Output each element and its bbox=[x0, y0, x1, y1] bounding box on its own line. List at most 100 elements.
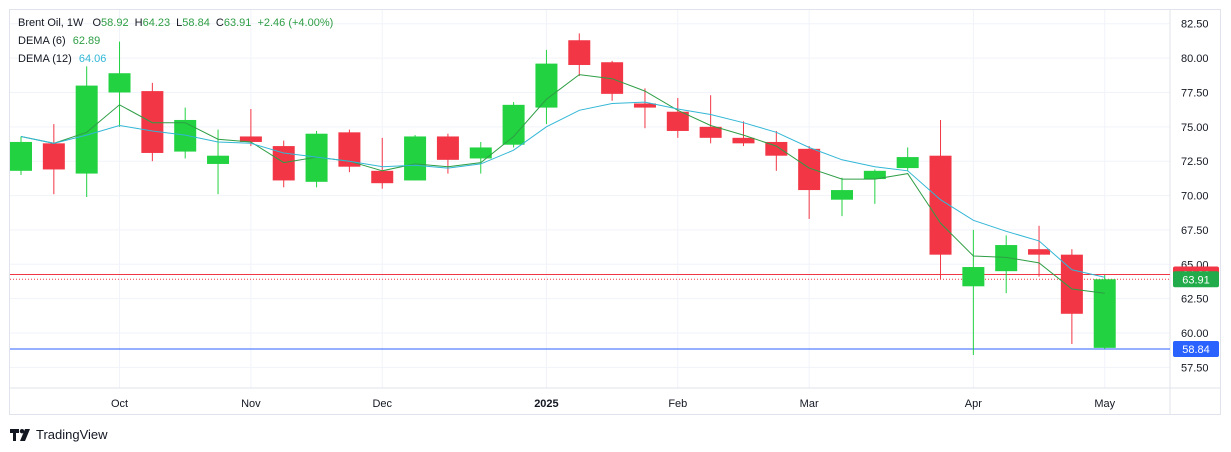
candle-body bbox=[666, 111, 689, 131]
dema6-line bbox=[20, 74, 1105, 294]
tradingview-icon bbox=[10, 428, 30, 441]
close-price-tag-text: 63.91 bbox=[1182, 274, 1210, 286]
legend-dema6: DEMA (6) 62.89 bbox=[18, 35, 100, 47]
candles-layer bbox=[10, 33, 1116, 356]
candle-up bbox=[962, 229, 985, 356]
candle-down bbox=[666, 97, 689, 138]
candle-up bbox=[207, 129, 230, 195]
x-tick-label: Nov bbox=[241, 398, 261, 410]
low-price-tag: 58.84 bbox=[1173, 340, 1219, 357]
y-tick-label: 62.50 bbox=[1181, 294, 1209, 306]
dema12-line bbox=[20, 101, 1105, 278]
candle-body bbox=[10, 141, 32, 171]
legend-dema12-label: DEMA (12) bbox=[18, 53, 72, 65]
chart-frame bbox=[9, 9, 1221, 415]
candle-down bbox=[568, 33, 591, 76]
candle-up bbox=[174, 107, 197, 159]
legend-open-label: O bbox=[92, 17, 102, 29]
candle-body bbox=[732, 137, 755, 144]
legend-change: +2.46 (+4.00%) bbox=[257, 17, 334, 29]
candle-up bbox=[469, 141, 492, 174]
candle-body bbox=[207, 155, 230, 164]
candle-body bbox=[75, 85, 98, 174]
candle-up bbox=[10, 136, 32, 175]
close-price-tag-bg bbox=[1173, 271, 1219, 288]
candle-body bbox=[469, 147, 492, 159]
candle-body bbox=[535, 63, 558, 108]
candle-body bbox=[404, 136, 427, 181]
y-tick-label: 57.50 bbox=[1181, 362, 1209, 374]
candle-down bbox=[272, 140, 295, 188]
candle-body bbox=[831, 190, 853, 200]
candle-body bbox=[1093, 279, 1116, 348]
x-tick-label: May bbox=[1094, 398, 1115, 410]
candle-body bbox=[108, 73, 131, 93]
candle-down bbox=[601, 60, 624, 101]
candle-down bbox=[1060, 249, 1083, 345]
candle-body bbox=[1028, 249, 1051, 255]
y-tick-label: 67.50 bbox=[1181, 225, 1209, 237]
candle-body bbox=[798, 148, 821, 191]
candle-body bbox=[502, 104, 525, 145]
candle-down bbox=[371, 137, 394, 189]
legend-close-label: C bbox=[215, 17, 224, 29]
candle-up bbox=[535, 49, 558, 125]
candle-up bbox=[75, 66, 98, 197]
candle-up bbox=[404, 135, 427, 181]
candle-body bbox=[436, 136, 459, 160]
x-tick-label: Feb bbox=[668, 398, 687, 410]
candle-body bbox=[42, 143, 65, 170]
candle-down bbox=[699, 95, 722, 144]
candle-down bbox=[765, 130, 788, 171]
candle-up bbox=[305, 130, 328, 188]
y-tick-label: 75.00 bbox=[1181, 122, 1209, 134]
x-tick-label: 2025 bbox=[534, 398, 558, 410]
y-tick-label: 80.00 bbox=[1181, 53, 1209, 65]
y-tick-label: 60.00 bbox=[1181, 328, 1209, 340]
candle-body bbox=[929, 155, 952, 255]
x-axis: Oct Nov Dec 2025 Feb Mar Apr May bbox=[111, 398, 1116, 410]
candle-down bbox=[798, 146, 821, 219]
candle-body bbox=[962, 267, 985, 287]
reference-lines bbox=[10, 273, 1170, 350]
tradingview-logo[interactable]: TradingView bbox=[10, 427, 108, 442]
candle-up bbox=[831, 177, 853, 217]
legend-low-value: 58.84 bbox=[182, 17, 210, 29]
candle-up bbox=[896, 147, 919, 171]
legend-symbol: Brent Oil, 1W bbox=[18, 17, 84, 29]
legend-ohlc: Brent Oil, 1W O58.92 H64.23 L58.84 C63.9… bbox=[18, 17, 333, 29]
candle-body bbox=[699, 126, 722, 138]
candle-up bbox=[863, 169, 886, 204]
candle-body bbox=[174, 119, 197, 152]
candle-body bbox=[239, 136, 262, 142]
candle-down bbox=[239, 108, 262, 147]
legend-high-label: H bbox=[134, 17, 143, 29]
legend-dema12-value: 64.06 bbox=[78, 53, 107, 65]
candle-down bbox=[633, 88, 656, 129]
candle-body bbox=[896, 157, 919, 169]
close-price-tag: 63.91 bbox=[1173, 271, 1219, 288]
candle-body bbox=[272, 146, 295, 181]
y-tick-label: 77.50 bbox=[1181, 87, 1209, 99]
candle-body bbox=[633, 103, 656, 108]
candle-body bbox=[863, 170, 886, 180]
candle-up bbox=[995, 235, 1018, 294]
candle-body bbox=[305, 133, 328, 182]
legend-dema6-value: 62.89 bbox=[72, 35, 101, 47]
legend-low-label: L bbox=[176, 17, 183, 29]
x-tick-label: Oct bbox=[111, 398, 128, 410]
candle-body bbox=[601, 62, 624, 94]
candle-up bbox=[502, 102, 525, 148]
x-tick-label: Dec bbox=[372, 398, 392, 410]
y-tick-label: 72.50 bbox=[1181, 156, 1209, 168]
x-tick-label: Mar bbox=[800, 398, 819, 410]
candle-down bbox=[42, 124, 65, 195]
candle-down bbox=[338, 129, 361, 173]
tradingview-wordmark: TradingView bbox=[36, 427, 108, 442]
candle-body bbox=[995, 245, 1018, 272]
candle-up bbox=[1093, 274, 1116, 349]
legend-open-value: 58.92 bbox=[101, 17, 129, 29]
legend-dema12: DEMA (12) 64.06 bbox=[18, 53, 106, 65]
